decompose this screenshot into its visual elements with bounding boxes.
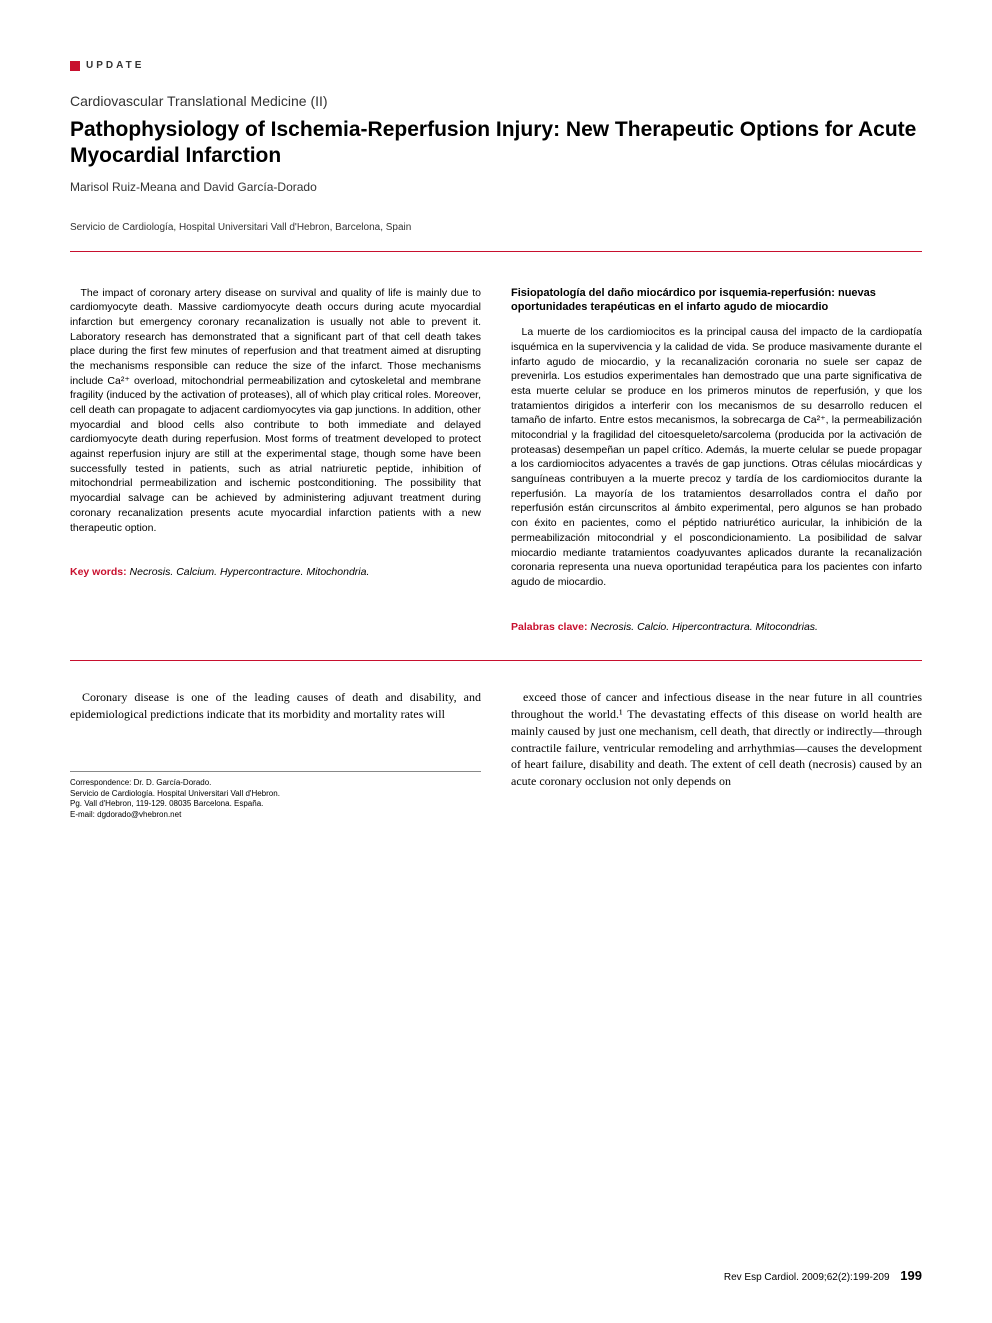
body-text-left: Coronary disease is one of the leading c… (70, 689, 481, 723)
footer-citation: Rev Esp Cardiol. 2009;62(2):199-209 199 (724, 1268, 922, 1283)
abstract-rule (70, 660, 922, 661)
correspondence-line-4: E-mail: dgdorado@vhebron.net (70, 810, 481, 821)
section-label-row: UPDATE (70, 60, 922, 71)
abstract-es-text: La muerte de los cardiomiocitos es la pr… (511, 325, 922, 589)
keywords-es-label: Palabras clave: (511, 621, 587, 633)
keywords-en: Key words: Necrosis. Calcium. Hypercontr… (70, 565, 481, 580)
footer-page-number: 199 (900, 1268, 922, 1283)
abstract-en-text: The impact of coronary artery disease on… (70, 286, 481, 536)
body-text-right: exceed those of cancer and infectious di… (511, 689, 922, 790)
footer-journal: Rev Esp Cardiol. 2009;62(2):199-209 (724, 1272, 890, 1283)
keywords-en-text: Necrosis. Calcium. Hypercontracture. Mit… (130, 566, 370, 578)
body-col-right: exceed those of cancer and infectious di… (511, 689, 922, 821)
section-marker-icon (70, 61, 80, 71)
affiliation: Servicio de Cardiología, Hospital Univer… (70, 222, 922, 233)
abstract-english: The impact of coronary artery disease on… (70, 286, 481, 635)
series-title: Cardiovascular Translational Medicine (I… (70, 93, 922, 109)
authors: Marisol Ruiz-Meana and David García-Dora… (70, 180, 922, 194)
correspondence-line-3: Pg. Vall d'Hebron, 119-129. 08035 Barcel… (70, 799, 481, 810)
correspondence-line-2: Servicio de Cardiología. Hospital Univer… (70, 789, 481, 800)
correspondence-line-1: Correspondence: Dr. D. García-Dorado. (70, 778, 481, 789)
abstract-es-heading: Fisiopatología del daño miocárdico por i… (511, 286, 922, 316)
keywords-es-text: Necrosis. Calcio. Hipercontractura. Mito… (590, 621, 818, 633)
keywords-en-label: Key words: (70, 566, 127, 578)
section-label: UPDATE (86, 60, 144, 71)
body-col-left: Coronary disease is one of the leading c… (70, 689, 481, 821)
header-rule (70, 251, 922, 252)
abstract-spanish: Fisiopatología del daño miocárdico por i… (511, 286, 922, 635)
correspondence-block: Correspondence: Dr. D. García-Dorado. Se… (70, 771, 481, 821)
abstracts-row: The impact of coronary artery disease on… (70, 286, 922, 635)
keywords-es: Palabras clave: Necrosis. Calcio. Hiperc… (511, 620, 922, 635)
article-title: Pathophysiology of Ischemia-Reperfusion … (70, 117, 922, 170)
body-columns: Coronary disease is one of the leading c… (70, 689, 922, 821)
